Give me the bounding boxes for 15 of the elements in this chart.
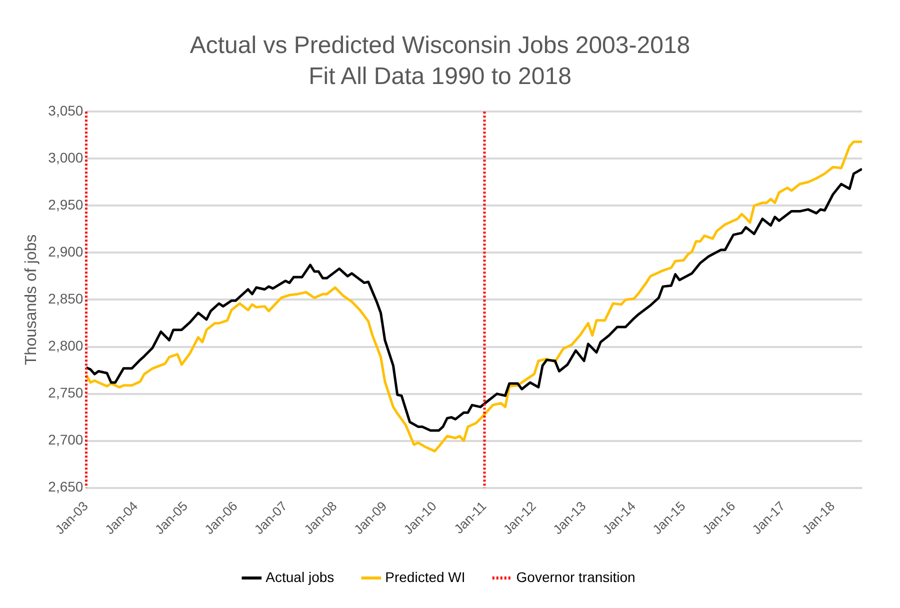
y-tick-label: 2,900 — [48, 244, 84, 260]
y-tick-label: 3,000 — [48, 149, 84, 166]
legend-label: Governor transition — [516, 568, 636, 585]
y-tick-label: 3,050 — [48, 102, 84, 118]
y-tick-label: 2,700 — [48, 432, 84, 448]
y-tick-label: 2,750 — [48, 384, 84, 401]
legend-label: Predicted WI — [385, 568, 466, 585]
y-tick-label: 2,800 — [48, 338, 84, 354]
legend-label: Actual jobs — [266, 568, 334, 585]
y-tick-label: 2,950 — [48, 196, 84, 213]
y-tick-label: 2,650 — [48, 478, 84, 495]
y-tick-label: 2,850 — [48, 290, 84, 307]
chart-title: Actual vs Predicted Wisconsin Jobs 2003-2018 — [190, 32, 690, 60]
y-axis-title: Thousands of jobs — [23, 234, 40, 366]
chart-subtitle: Fit All Data 1990 to 2018 — [308, 62, 572, 90]
